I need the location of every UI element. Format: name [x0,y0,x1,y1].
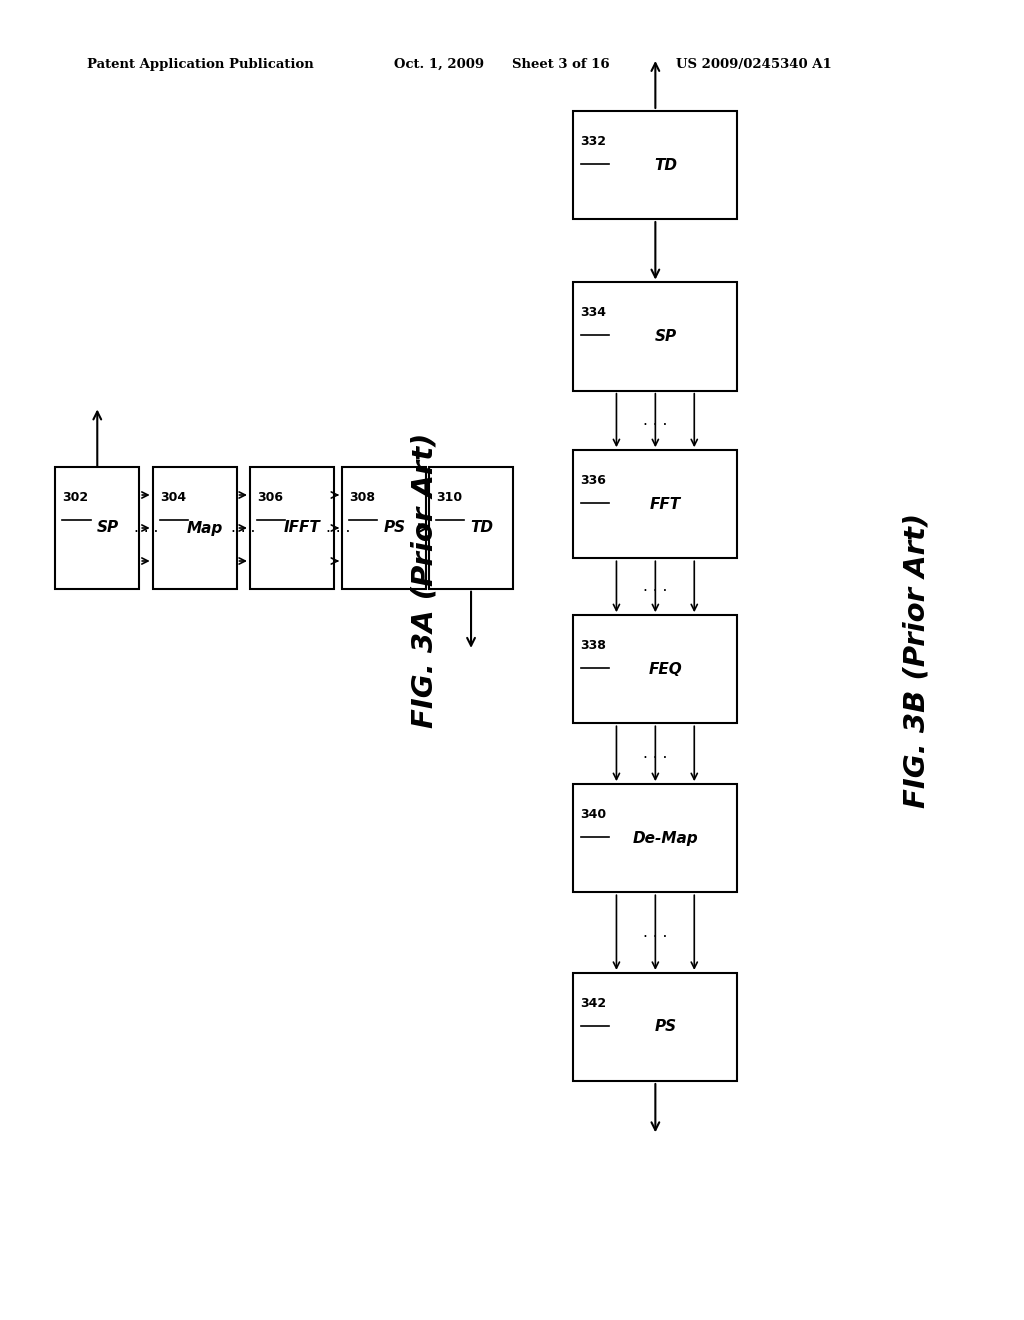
Text: 310: 310 [436,491,463,504]
Text: PS: PS [654,1019,677,1035]
Bar [55,467,139,589]
Text: . . .: . . . [326,520,350,536]
Text: 338: 338 [581,639,606,652]
Text: SP: SP [654,329,677,345]
Text: Oct. 1, 2009: Oct. 1, 2009 [394,58,484,71]
Text: De-Map: De-Map [633,830,698,846]
Text: . . .: . . . [134,520,158,536]
Text: Patent Application Publication: Patent Application Publication [87,58,313,71]
Bar [573,615,737,723]
Text: . . .: . . . [643,413,668,428]
Bar [573,973,737,1081]
Text: Sheet 3 of 16: Sheet 3 of 16 [512,58,609,71]
Text: SP: SP [96,520,119,536]
Text: FIG. 3A (Prior Art): FIG. 3A (Prior Art) [411,433,439,729]
Text: 336: 336 [581,474,606,487]
Bar [153,467,237,589]
Text: Map: Map [186,520,223,536]
Bar [573,450,737,558]
Text: 306: 306 [257,491,283,504]
Text: . . .: . . . [643,925,668,940]
Text: FIG. 3B (Prior Art): FIG. 3B (Prior Art) [902,512,931,808]
Bar [573,282,737,391]
Text: 332: 332 [581,135,606,148]
Text: 302: 302 [62,491,89,504]
Text: TD: TD [470,520,493,536]
Text: PS: PS [383,520,406,536]
Text: FEQ: FEQ [649,661,682,677]
Text: IFFT: IFFT [284,520,321,536]
Text: 334: 334 [581,306,606,319]
Bar [250,467,334,589]
Text: FFT: FFT [650,496,681,512]
Text: . . .: . . . [231,520,255,536]
Text: US 2009/0245340 A1: US 2009/0245340 A1 [676,58,831,71]
Text: . . .: . . . [643,746,668,762]
Bar [429,467,513,589]
Text: TD: TD [654,157,677,173]
Text: 342: 342 [581,997,607,1010]
Bar [342,467,426,589]
Text: 308: 308 [349,491,375,504]
Text: . . .: . . . [643,579,668,594]
Bar [573,784,737,892]
Text: 304: 304 [160,491,186,504]
Bar [573,111,737,219]
Text: 340: 340 [581,808,607,821]
